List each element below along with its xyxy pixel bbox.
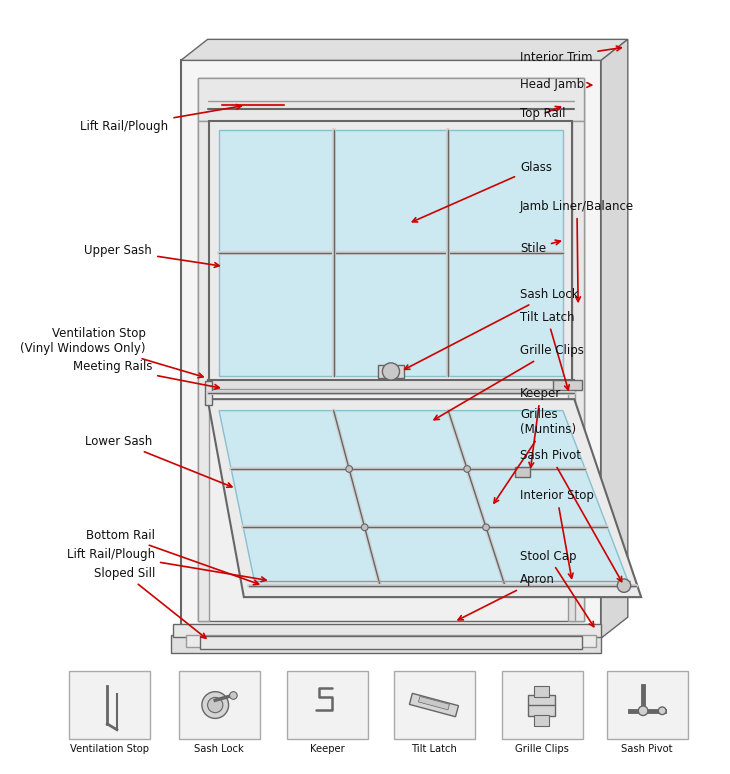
- Bar: [572, 121, 584, 621]
- Circle shape: [383, 363, 399, 380]
- Text: Interior Stop: Interior Stop: [520, 489, 593, 578]
- Bar: [393, 670, 475, 739]
- Circle shape: [361, 524, 368, 531]
- Bar: [529, 696, 556, 717]
- Text: Tilt Latch: Tilt Latch: [520, 311, 575, 390]
- Text: Keeper: Keeper: [310, 744, 345, 754]
- Circle shape: [207, 697, 223, 713]
- Bar: [287, 670, 368, 739]
- Bar: [204, 381, 212, 405]
- Text: Lower Sash: Lower Sash: [85, 435, 232, 488]
- Text: Sash Pivot: Sash Pivot: [520, 449, 622, 581]
- Bar: [568, 385, 575, 621]
- Text: Grille Clips: Grille Clips: [515, 744, 569, 754]
- Text: Sash Lock: Sash Lock: [404, 288, 578, 369]
- Text: Keeper: Keeper: [520, 387, 561, 467]
- Text: Grille Clips: Grille Clips: [434, 344, 584, 420]
- Text: Head Jamb: Head Jamb: [520, 77, 591, 91]
- Bar: [172, 635, 601, 652]
- Text: Sash Pivot: Sash Pivot: [621, 744, 672, 754]
- Bar: [185, 635, 596, 647]
- Circle shape: [483, 524, 489, 531]
- Text: Meeting Rails: Meeting Rails: [73, 361, 219, 389]
- Bar: [179, 670, 260, 739]
- Text: Interior Trim: Interior Trim: [520, 46, 621, 64]
- Bar: [207, 380, 575, 393]
- Polygon shape: [219, 411, 630, 586]
- Circle shape: [229, 692, 237, 699]
- Text: Lift Rail/Plough: Lift Rail/Plough: [80, 104, 241, 133]
- Text: Sloped Sill: Sloped Sill: [93, 567, 206, 638]
- Text: Grilles
(Muntins): Grilles (Muntins): [494, 409, 576, 503]
- Circle shape: [618, 579, 631, 592]
- Circle shape: [346, 466, 353, 472]
- Text: Ventilation Stop: Ventilation Stop: [70, 744, 149, 754]
- Bar: [181, 60, 601, 639]
- Text: Top Rail: Top Rail: [520, 107, 566, 120]
- Bar: [198, 77, 584, 121]
- Bar: [534, 686, 550, 697]
- Bar: [198, 77, 584, 621]
- Bar: [553, 380, 582, 389]
- Polygon shape: [601, 39, 628, 639]
- Text: Sash Lock: Sash Lock: [194, 744, 244, 754]
- Text: Apron: Apron: [458, 574, 555, 620]
- Bar: [377, 365, 404, 378]
- Bar: [198, 121, 210, 621]
- Bar: [173, 624, 601, 637]
- Text: Bottom Rail: Bottom Rail: [86, 529, 258, 584]
- Bar: [200, 636, 582, 649]
- Text: Tilt Latch: Tilt Latch: [411, 744, 457, 754]
- Text: Stile: Stile: [520, 240, 561, 255]
- Polygon shape: [410, 694, 458, 717]
- Text: Jamb Liner/Balance: Jamb Liner/Balance: [520, 200, 634, 302]
- Bar: [515, 467, 530, 477]
- Text: Lift Rail/Plough: Lift Rail/Plough: [67, 548, 266, 581]
- Bar: [502, 670, 583, 739]
- Text: Glass: Glass: [412, 161, 552, 222]
- Circle shape: [464, 466, 471, 472]
- Circle shape: [658, 707, 666, 714]
- Bar: [534, 714, 550, 726]
- Polygon shape: [418, 697, 450, 710]
- Bar: [219, 130, 563, 376]
- Text: Ventilation Stop
(Vinyl Windows Only): Ventilation Stop (Vinyl Windows Only): [20, 327, 203, 378]
- Polygon shape: [181, 39, 628, 60]
- Circle shape: [638, 706, 648, 715]
- Bar: [210, 121, 572, 385]
- Text: Upper Sash: Upper Sash: [85, 244, 219, 267]
- Polygon shape: [207, 399, 641, 597]
- Text: Stool Cap: Stool Cap: [520, 550, 593, 627]
- Circle shape: [202, 692, 228, 718]
- Bar: [607, 670, 688, 739]
- Bar: [69, 670, 150, 739]
